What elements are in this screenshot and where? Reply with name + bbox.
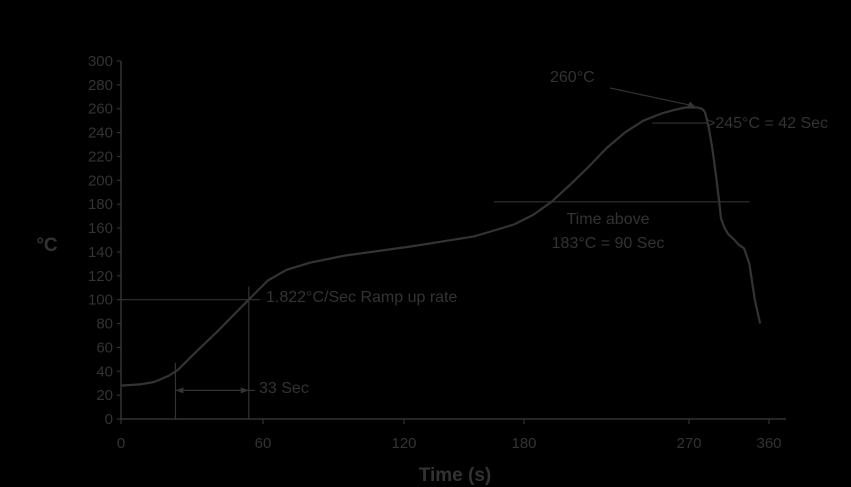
y-tick-label: 280: [88, 77, 113, 94]
series: [120, 106, 762, 387]
y-tick-label: 100: [88, 292, 113, 309]
x-tick-label: 270: [676, 435, 701, 452]
time-above-label: Time above: [567, 211, 650, 228]
y-tick-label: 120: [88, 268, 113, 285]
ticks: 0 20 40 60 80 100 120 140 160 180 200 220 240 260 280 3…: [88, 53, 782, 452]
y-axis-title: °C: [36, 235, 58, 256]
x-tick-label: 120: [391, 435, 416, 452]
window-arrow-left-head: [175, 387, 184, 394]
x-axis-title: Time (s): [419, 465, 492, 486]
y-tick-label: 240: [88, 125, 113, 142]
y-tick-label: 180: [88, 196, 113, 213]
y-tick-label: 200: [88, 172, 113, 189]
time-above-183-label: 183°C = 90 Sec: [552, 235, 665, 252]
peak-arrow-head: [687, 101, 697, 108]
above-245-label: >245°C = 42 Sec: [706, 115, 828, 132]
annotations: 260°C >245°C = 42 Sec Time above 183°C = 90…: [121, 69, 828, 419]
x-tick-label: 360: [756, 435, 781, 452]
peak-arrow-line: [609, 87, 693, 107]
ramp-rate-label: 1.822°C/Sec Ramp up rate: [266, 289, 457, 306]
window-duration-label: 33 Sec: [259, 380, 309, 397]
y-tick-label: 260: [88, 101, 113, 118]
y-tick-label: 140: [88, 244, 113, 261]
x-tick-label: 60: [255, 435, 272, 452]
temperature-curve: [120, 106, 762, 387]
window-arrow-right-head: [240, 387, 249, 394]
y-tick-label: 40: [96, 363, 113, 380]
peak-temp-label: 260°C: [550, 69, 595, 86]
x-tick-label: 180: [511, 435, 536, 452]
x-tick-label: 0: [117, 435, 125, 452]
y-tick-label: 80: [96, 316, 113, 333]
y-tick-label: 0: [105, 411, 113, 428]
y-tick-label: 160: [88, 220, 113, 237]
y-tick-label: 220: [88, 148, 113, 165]
y-tick-label: 20: [96, 387, 113, 404]
y-tick-label: 60: [96, 339, 113, 356]
axes: [120, 61, 786, 420]
y-tick-label: 300: [88, 53, 113, 70]
